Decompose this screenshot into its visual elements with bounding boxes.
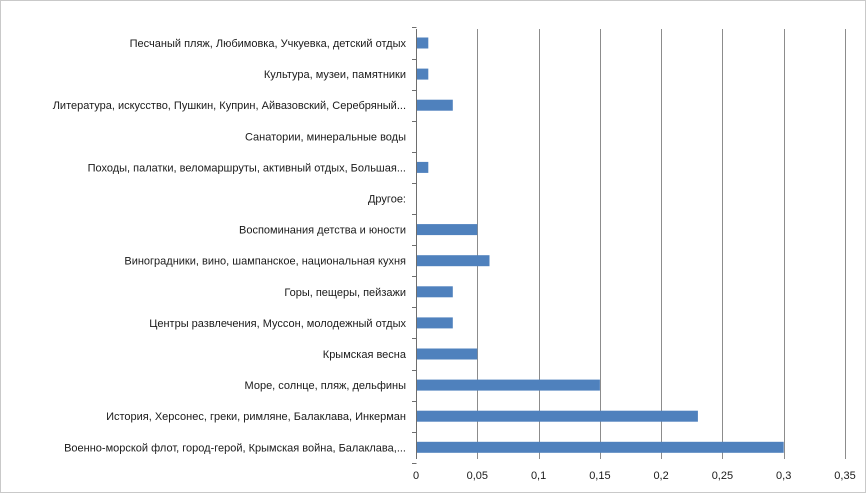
category-label: Центры развлечения, Муссон, молодежный о… [149,318,406,330]
bar [416,68,429,80]
category-label: Воспоминания детства и юности [239,225,406,237]
category-label: Санатории, минеральные воды [245,131,406,143]
category-label: Горы, пещеры, пейзажи [284,287,406,299]
bar [416,37,429,49]
category-label: Виноградники, вино, шампанское, национал… [124,256,406,268]
x-tick-label: 0 [413,470,419,482]
bar [416,441,784,453]
x-tick-label: 0,05 [467,470,488,482]
x-tick-label: 0,35 [834,470,855,482]
category-label: История, Херсонес, греки, римляне, Балак… [106,411,406,423]
bar [416,224,478,236]
bar [416,99,453,111]
bar [416,161,429,173]
x-tick-label: 0,25 [712,470,733,482]
bar [416,379,600,391]
category-label: Походы, палатки, веломаршруты, активный … [88,162,406,174]
category-label: Военно-морской флот, город-герой, Крымск… [64,442,406,454]
x-tick-label: 0,1 [531,470,546,482]
category-label: Культура, музеи, памятники [264,69,406,81]
x-tick-label: 0,15 [589,470,610,482]
bar [416,255,490,267]
category-label: Море, солнце, пляж, дельфины [245,380,407,392]
bar [416,348,478,360]
bar [416,286,453,298]
category-label: Другое: [368,194,406,206]
category-label: Литература, искусство, Пушкин, Куприн, А… [53,100,406,112]
bar [416,317,453,329]
x-tick-label: 0,3 [776,470,791,482]
category-label: Крымская весна [323,349,407,361]
bar [416,410,698,422]
category-label: Песчаный пляж, Любимовка, Учкуевка, детс… [130,38,407,50]
x-tick-label: 0,2 [653,470,668,482]
